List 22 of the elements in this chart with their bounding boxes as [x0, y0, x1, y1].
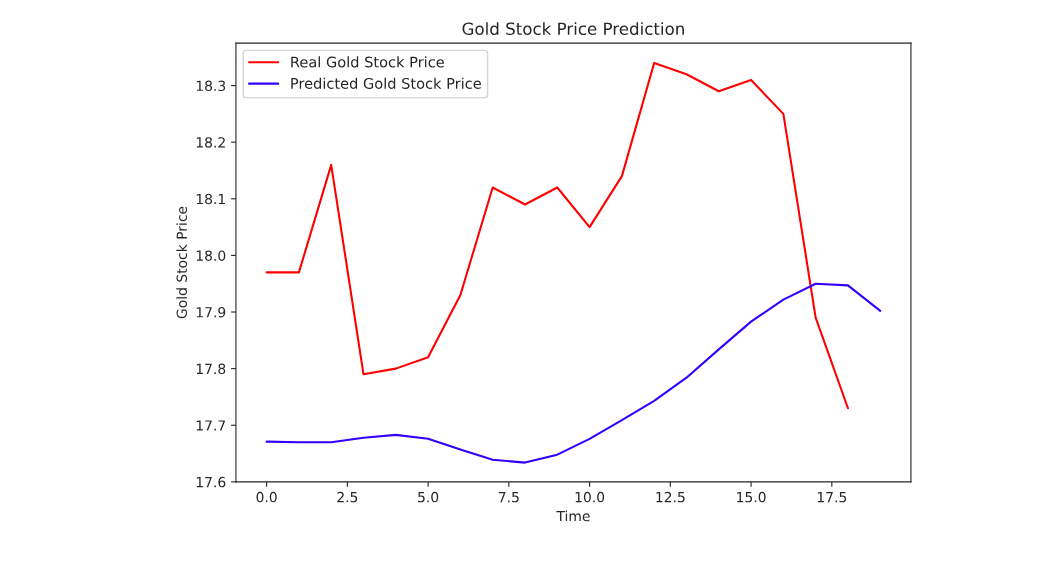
x-tick-label: 5.0 [418, 491, 439, 503]
y-tick-label: 17.9 [196, 306, 226, 318]
x-tick-label: 10.0 [575, 491, 605, 503]
x-axis-title: Time [556, 510, 590, 522]
y-axis-title: Gold Stock Price [176, 206, 188, 319]
x-tick-label: 0.0 [256, 491, 277, 503]
x-tick-label: 15.0 [737, 491, 766, 503]
y-tick-label: 18.3 [196, 80, 226, 92]
legend-label: Real Gold Stock Price [291, 56, 444, 68]
y-tick-label: 18.2 [196, 137, 225, 148]
line-series [265, 282, 882, 464]
chart-title: Gold Stock Price Prediction [462, 22, 684, 36]
x-tick-label: 7.5 [498, 492, 519, 503]
legend-label: Predicted Gold Stock Price [291, 77, 481, 89]
y-tick-label: 17.8 [196, 363, 226, 375]
x-tick-label: 17.5 [817, 492, 847, 503]
x-tick-label: 12.5 [656, 491, 685, 503]
y-tick-label: 17.7 [196, 420, 226, 431]
y-tick-label: 18.0 [196, 250, 226, 261]
y-tick-label: 18.1 [196, 193, 225, 205]
y-tick-label: 17.6 [196, 476, 226, 488]
x-tick-label: 2.5 [337, 491, 358, 503]
